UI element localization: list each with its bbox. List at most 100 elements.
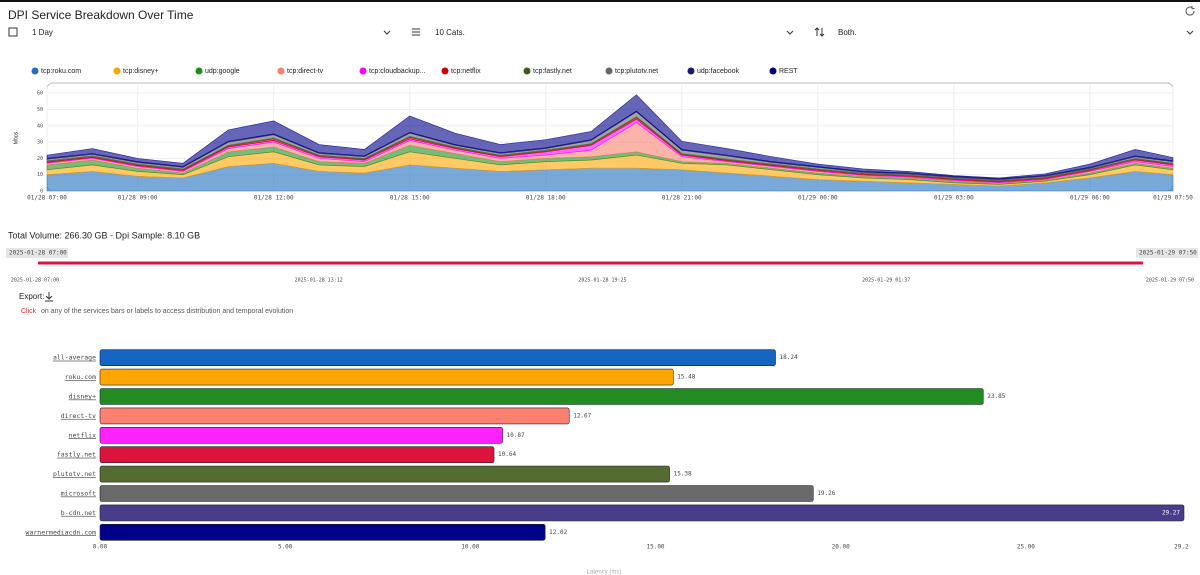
range-tick-label: 2025-01-29 07:50 [1146,278,1194,284]
sort-icon [814,27,825,37]
y-tick-label: 60 [37,91,43,97]
range-end-box[interactable] [1136,248,1198,258]
x-tick-label: 01/29 06:00 [1070,195,1110,202]
legend-label: tcp:netflix [451,68,481,75]
direction-select[interactable]: Both. [814,27,1194,37]
bar[interactable] [99,465,670,483]
x-tick-label: 01/28 09:00 [118,195,158,202]
legend-dot [359,67,367,75]
x-tick-label: 29.2 [1174,544,1189,551]
x-tick-label: 01/29 00:00 [798,195,838,202]
bar[interactable] [99,426,503,444]
x-tick-label: 5.00 [278,544,293,551]
y-tick-label: 30 [37,140,43,146]
value-label: 12.02 [549,529,567,536]
cats-select[interactable]: 10 Cats. [412,28,794,37]
legend-dot [605,67,613,75]
legend-label: udp:google [205,68,240,75]
period-select[interactable]: 1 Day [8,27,391,37]
x-tick-label: 01/29 03:00 [934,195,974,202]
legend-label: REST [779,68,798,75]
x-tick-label: 20.00 [832,544,850,551]
legend-dot [523,67,531,75]
category-label[interactable]: b-cdn.net [61,509,96,517]
x-axis-label: Latency (ms) [587,570,622,575]
y-axis-label: Mbps [13,131,19,144]
x-tick-label: 15.00 [646,544,664,551]
legend-dot [277,67,285,75]
x-tick-label: 01/28 15:00 [390,195,430,202]
value-label: 23.85 [987,393,1005,400]
range-tick-label: 2025-01-29 01:37 [862,278,910,284]
x-tick-label: 25.00 [1017,544,1035,551]
category-label[interactable]: direct-tv [61,412,96,420]
chevron [1186,30,1194,35]
category-label[interactable]: netflix [69,431,96,439]
category-label[interactable]: all-average [53,354,96,362]
legend-label: tcp:plutotv.net [615,68,658,75]
bar[interactable] [99,523,546,541]
x-tick-label: 01/28 21:00 [662,195,702,202]
cats-value: 10 Cats. [435,28,465,37]
range-tick-label: 2025-01-28 07:00 [11,278,59,284]
range-start: 2025-01-28 07:00 [9,250,67,257]
bar[interactable] [99,388,984,405]
bar[interactable] [99,349,776,367]
area [46,94,1174,180]
bar[interactable] [99,485,814,502]
bar[interactable] [99,504,1185,522]
x-tick-label: 01/28 18:00 [526,195,566,202]
legend-dot [441,67,449,75]
range-tick-label: 2025-01-28 19:25 [578,278,626,284]
value-label: 12.67 [573,412,591,419]
category-label[interactable]: plutotv.net [53,470,96,478]
y-tick-label: 10 [37,172,43,178]
range-end: 2025-01-29 07:50 [1139,250,1197,257]
x-tick-label: 01/29 07:50 [1153,195,1193,202]
range-start-box[interactable] [6,248,68,258]
top-border [0,0,1200,2]
bar[interactable] [99,407,570,425]
period-value: 1 Day [32,28,53,37]
value-label: 15.38 [674,471,692,478]
category-label[interactable]: microsoft [61,490,96,498]
chevron [383,30,391,35]
category-label[interactable]: warnermediacdn.com [26,528,97,536]
legend-dot [113,67,121,75]
hint-text: on any of the services bars or labels to… [41,308,293,315]
category-label[interactable]: roku.com [65,373,96,381]
legend-label: tcp:fastly.net [533,68,572,75]
legend-label: tcp:direct-tv [287,68,324,75]
export-label: Export: [19,292,44,301]
x-tick-label: 0.00 [93,544,108,551]
direction-value: Both. [838,28,857,37]
legend-label: udp:facebook [697,68,740,75]
x-tick-label: 01/28 12:00 [254,195,294,202]
legend-label: tcp:cloudbackup... [369,68,425,75]
category-label[interactable]: disney+ [69,393,96,401]
legend-dot [769,67,777,75]
value-label: 18.24 [780,354,798,361]
y-tick-label: 50 [37,107,43,113]
category-label[interactable]: fastly.net [57,451,96,459]
download-icon[interactable] [45,292,53,302]
y-tick-label: 40 [37,123,43,129]
legend-label: tcp:disney+ [123,68,159,75]
value-label: 29.27 [1162,509,1180,516]
legend-label: tcp:roku.com [41,68,81,75]
x-tick-label: 01/28 07:00 [27,195,67,202]
value-label: 10.64 [498,451,516,458]
list-icon [412,28,420,36]
y-tick-label: 20 [37,156,43,162]
refresh-icon[interactable] [1185,6,1195,16]
legend-dot [195,67,203,75]
bar[interactable] [99,368,674,386]
bar[interactable] [99,446,495,464]
chevron [786,30,794,35]
y-tick-label: 0 [40,189,43,195]
value-label: 19.26 [817,490,835,497]
legend-dot [687,67,695,75]
calendar-icon [8,27,18,37]
